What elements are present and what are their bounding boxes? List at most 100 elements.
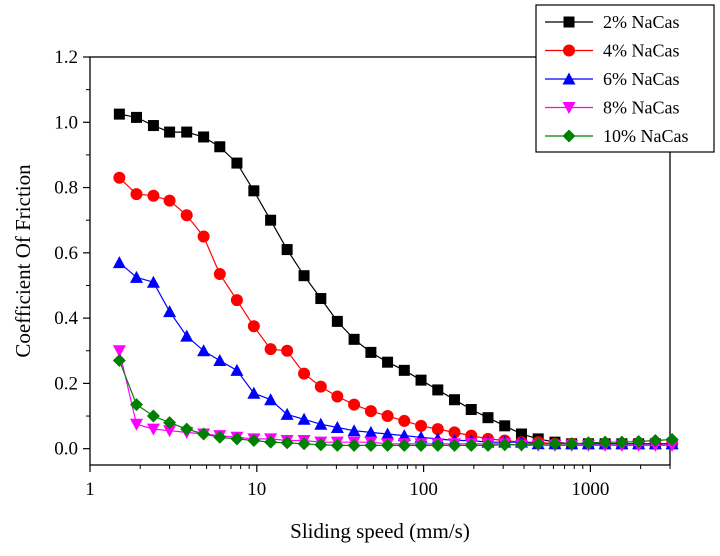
data-point (129, 270, 143, 283)
axes: 0.0 0.2 0.4 0.6 0.8 1.0 1.2 1 10 100 1000 (54, 47, 671, 500)
data-point (397, 438, 411, 452)
data-point (448, 438, 462, 452)
data-point (214, 141, 226, 153)
data-point (598, 435, 612, 449)
data-point (112, 256, 126, 269)
y-tick-label: 0.8 (54, 178, 78, 199)
y-tick-label: 1.2 (54, 47, 78, 68)
data-point (181, 126, 193, 138)
data-point (163, 194, 176, 207)
data-point (112, 354, 126, 368)
legend-label: 4% NaCas (603, 41, 679, 61)
data-point (382, 356, 394, 368)
data-point (147, 189, 160, 202)
y-tick-label: 0.4 (54, 308, 78, 329)
data-point (180, 329, 194, 342)
data-point (665, 433, 679, 447)
data-point (531, 437, 545, 451)
data-point (548, 437, 562, 451)
data-point (247, 386, 261, 399)
series-line (119, 113, 673, 445)
x-tick-label: 1 (85, 479, 95, 500)
legend-label: 10% NaCas (603, 126, 688, 146)
data-point (432, 384, 444, 396)
legend-item: 8% NaCas (545, 98, 679, 118)
data-point (197, 344, 211, 357)
data-point (264, 435, 278, 449)
data-point (113, 171, 126, 184)
legend-marker (562, 102, 576, 114)
data-point (330, 420, 344, 433)
data-point (415, 374, 427, 386)
data-point (581, 436, 595, 450)
data-point (129, 418, 143, 431)
legend-item: 4% NaCas (545, 41, 679, 61)
data-point (130, 111, 142, 123)
data-point (163, 305, 177, 318)
data-point (415, 419, 428, 432)
series-0 (113, 108, 678, 450)
data-point (414, 438, 428, 452)
data-point (146, 409, 160, 423)
data-point (264, 393, 278, 406)
x-tick-label: 10 (247, 479, 266, 500)
data-point (264, 343, 277, 356)
data-point (213, 268, 226, 281)
data-point (315, 293, 327, 305)
data-point (365, 346, 377, 358)
data-point (364, 425, 378, 438)
y-tick-label: 0.0 (54, 439, 78, 460)
data-point (498, 438, 512, 452)
series-line (118, 360, 673, 446)
data-point (129, 398, 143, 412)
data-point (397, 429, 411, 442)
data-point (348, 398, 361, 411)
data-point (280, 436, 294, 450)
data-point (364, 438, 378, 452)
data-point (146, 275, 160, 288)
data-point (314, 417, 328, 430)
data-point (281, 344, 294, 357)
data-point (297, 437, 311, 451)
data-point (130, 188, 143, 201)
data-point (248, 185, 260, 197)
y-tick-label: 0.2 (54, 373, 78, 394)
legend-label: 2% NaCas (603, 12, 679, 32)
legend-marker (563, 44, 575, 57)
y-tick-label: 0.6 (54, 243, 78, 264)
data-point (482, 412, 494, 424)
data-point (213, 354, 227, 367)
data-point (163, 416, 177, 430)
series-1 (113, 171, 679, 450)
data-point (499, 420, 511, 432)
series-3 (112, 345, 679, 452)
data-point (464, 438, 478, 452)
data-point (331, 315, 343, 327)
data-point (330, 438, 344, 452)
legend-marker (562, 129, 576, 143)
data-point (381, 410, 394, 423)
data-point (431, 438, 445, 452)
legend-marker (563, 16, 575, 28)
data-point (280, 407, 294, 420)
legend-label: 6% NaCas (603, 69, 679, 89)
data-point (615, 435, 629, 449)
data-point (230, 432, 244, 446)
data-point (348, 333, 360, 345)
legend-marker (562, 72, 576, 85)
data-point (198, 131, 210, 143)
data-point (281, 244, 293, 256)
data-point (515, 428, 527, 440)
data-point (381, 438, 395, 452)
data-point (197, 230, 210, 243)
legend-item: 2% NaCas (545, 12, 679, 32)
data-point (331, 390, 344, 403)
x-tick-label: 1000 (571, 479, 609, 500)
data-point (364, 405, 377, 418)
data-point (247, 320, 260, 333)
data-point (431, 423, 444, 436)
data-point (113, 108, 125, 120)
data-point (398, 364, 410, 376)
legend-item: 6% NaCas (545, 69, 679, 89)
data-point (648, 434, 662, 448)
